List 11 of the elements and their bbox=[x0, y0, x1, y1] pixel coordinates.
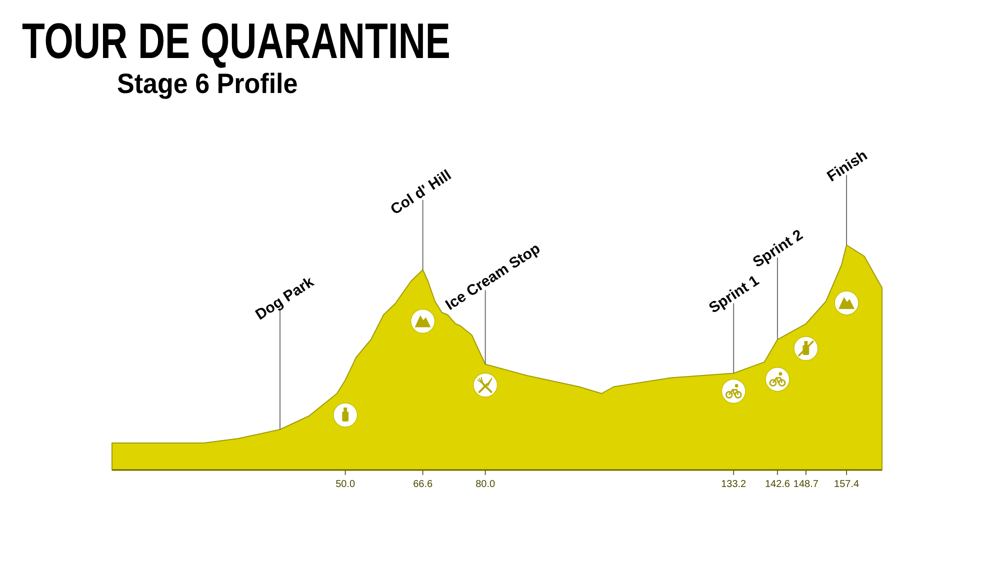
ref-line-label: Dog Park bbox=[252, 273, 318, 324]
chart-subtitle: Stage 6 Profile bbox=[117, 68, 298, 100]
x-tick-label: 148.7 bbox=[793, 479, 819, 490]
x-tick-label: 157.4 bbox=[834, 479, 860, 490]
x-tick-label: 133.2 bbox=[721, 479, 747, 490]
x-tick-label: 66.6 bbox=[413, 479, 433, 490]
chart-title: TOUR DE QUARANTINE bbox=[22, 14, 450, 70]
x-tick-label: 142.6 bbox=[764, 479, 790, 490]
x-tick-label: 80.0 bbox=[476, 479, 496, 490]
ref-line-label: Col d' Hill bbox=[388, 166, 454, 218]
x-tick-label: 50.0 bbox=[336, 479, 356, 490]
